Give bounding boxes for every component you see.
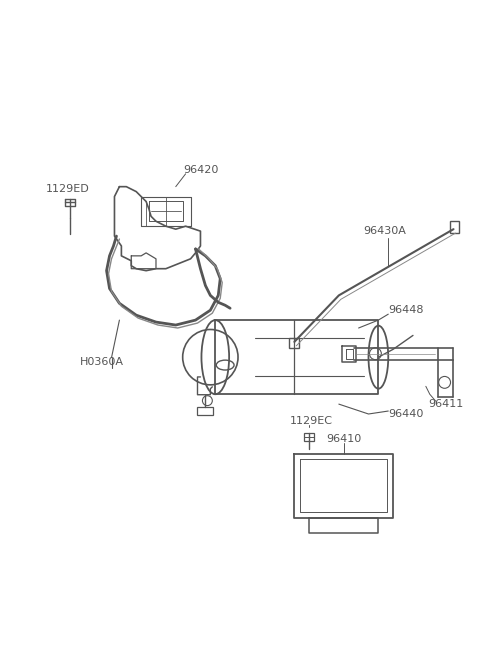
Text: 1129ED: 1129ED bbox=[46, 184, 90, 194]
Text: 96420: 96420 bbox=[183, 165, 218, 175]
Text: 96410: 96410 bbox=[326, 434, 361, 443]
Text: H0360A: H0360A bbox=[80, 357, 124, 367]
Bar bbox=[289, 338, 300, 348]
Bar bbox=[197, 407, 213, 415]
Bar bbox=[450, 221, 459, 233]
Bar bbox=[304, 433, 314, 441]
Text: 96430A: 96430A bbox=[363, 226, 407, 236]
Text: 1129EC: 1129EC bbox=[289, 416, 333, 426]
Text: 96448: 96448 bbox=[388, 306, 424, 315]
Text: 96440: 96440 bbox=[388, 409, 424, 419]
Text: 96411: 96411 bbox=[428, 399, 463, 409]
